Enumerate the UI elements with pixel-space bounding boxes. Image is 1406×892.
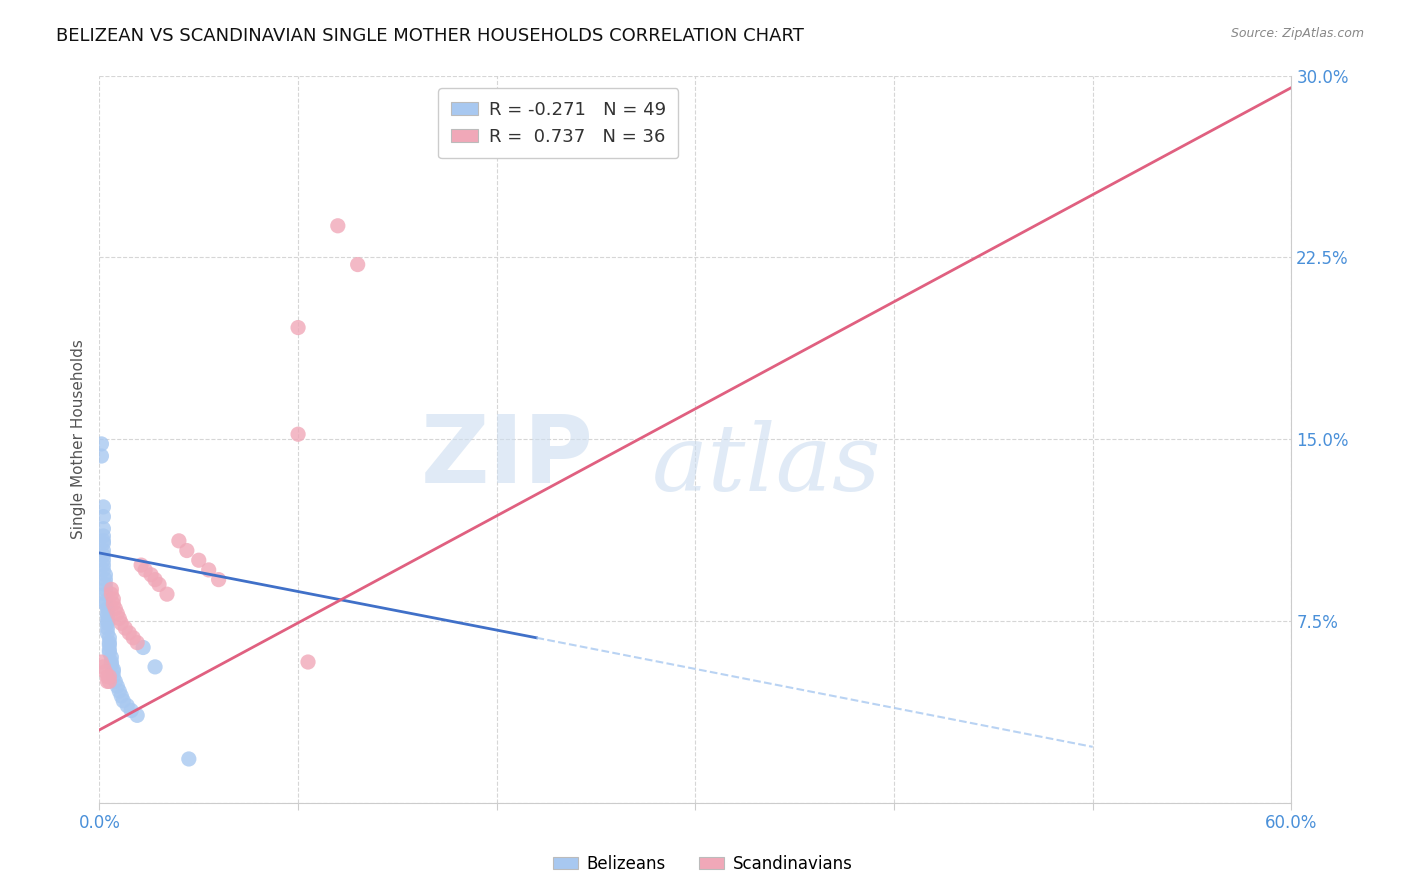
Point	[100, 655, 122, 669]
Text: ZIP: ZIP	[422, 411, 595, 503]
Point	[197, 563, 219, 577]
Point	[93, 660, 115, 674]
Point	[110, 689, 132, 703]
Point	[94, 597, 117, 611]
Point	[98, 674, 121, 689]
Point	[96, 626, 118, 640]
Point	[105, 607, 128, 621]
Text: BELIZEAN VS SCANDINAVIAN SINGLE MOTHER HOUSEHOLDS CORRELATION CHART: BELIZEAN VS SCANDINAVIAN SINGLE MOTHER H…	[56, 27, 804, 45]
Point	[93, 509, 115, 524]
Point	[103, 592, 125, 607]
Y-axis label: Single Mother Households: Single Mother Households	[72, 339, 86, 539]
Point	[96, 669, 118, 683]
Legend: R = -0.271   N = 49, R =  0.737   N = 36: R = -0.271 N = 49, R = 0.737 N = 36	[439, 88, 679, 159]
Point	[287, 320, 309, 334]
Point	[98, 638, 121, 652]
Point	[129, 558, 152, 573]
Point	[98, 669, 121, 683]
Point	[98, 631, 121, 645]
Point	[108, 611, 131, 625]
Point	[118, 626, 141, 640]
Point	[94, 594, 117, 608]
Point	[96, 614, 118, 628]
Point	[90, 437, 112, 451]
Point	[93, 549, 115, 563]
Point	[93, 529, 115, 543]
Point	[108, 684, 131, 698]
Point	[122, 631, 145, 645]
Point	[94, 582, 117, 597]
Point	[100, 582, 122, 597]
Point	[93, 522, 115, 536]
Legend: Belizeans, Scandinavians: Belizeans, Scandinavians	[547, 848, 859, 880]
Point	[134, 563, 156, 577]
Point	[297, 655, 319, 669]
Point	[93, 563, 115, 577]
Point	[114, 621, 136, 635]
Point	[167, 533, 190, 548]
Point	[143, 573, 166, 587]
Point	[98, 645, 121, 659]
Point	[110, 616, 132, 631]
Point	[90, 449, 112, 463]
Point	[177, 752, 200, 766]
Point	[96, 616, 118, 631]
Point	[93, 533, 115, 548]
Point	[207, 573, 229, 587]
Point	[93, 558, 115, 573]
Text: Source: ZipAtlas.com: Source: ZipAtlas.com	[1230, 27, 1364, 40]
Point	[94, 567, 117, 582]
Point	[100, 657, 122, 672]
Point	[90, 655, 112, 669]
Point	[139, 567, 162, 582]
Point	[187, 553, 209, 567]
Point	[103, 665, 125, 679]
Point	[96, 621, 118, 635]
Point	[132, 640, 155, 655]
Point	[96, 607, 118, 621]
Point	[98, 635, 121, 649]
Point	[148, 577, 170, 591]
Point	[93, 543, 115, 558]
Point	[94, 665, 117, 679]
Point	[127, 708, 149, 723]
Point	[93, 536, 115, 550]
Point	[287, 427, 309, 442]
Point	[143, 660, 166, 674]
Point	[100, 650, 122, 665]
Point	[120, 704, 142, 718]
Point	[103, 597, 125, 611]
Point	[117, 698, 139, 713]
Point	[103, 662, 125, 676]
Point	[98, 643, 121, 657]
Point	[127, 635, 149, 649]
Point	[104, 674, 127, 689]
Point	[326, 219, 349, 233]
Point	[105, 679, 128, 693]
Point	[94, 587, 117, 601]
Point	[104, 601, 127, 615]
Point	[103, 669, 125, 683]
Point	[176, 543, 198, 558]
Point	[94, 577, 117, 591]
Point	[346, 258, 368, 272]
Point	[112, 694, 135, 708]
Point	[96, 601, 118, 615]
Point	[156, 587, 179, 601]
Point	[100, 587, 122, 601]
Point	[96, 674, 118, 689]
Text: atlas: atlas	[652, 419, 882, 509]
Point	[93, 500, 115, 514]
Point	[96, 609, 118, 624]
Point	[93, 553, 115, 567]
Point	[94, 573, 117, 587]
